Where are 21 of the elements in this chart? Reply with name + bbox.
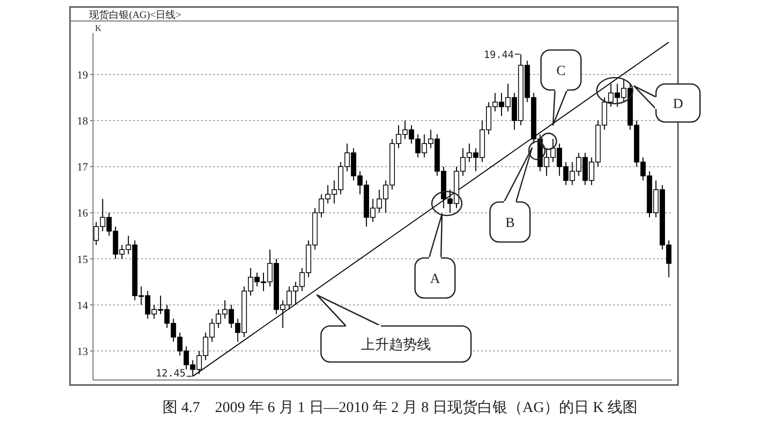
annotation: B	[505, 216, 515, 231]
y-axis-title: K	[95, 23, 102, 33]
y-tick-label: 13	[77, 346, 88, 358]
annotation: A	[430, 272, 441, 287]
y-tick-label: 19	[77, 69, 88, 82]
callout: D	[596, 76, 701, 123]
caption: 图 4.7 2009 年 6 月 1 日—2010 年 2 月 8 日现货白银（AG）的日 K 线图	[162, 399, 638, 416]
y-tick-label: 15	[77, 254, 88, 266]
y-tick-label: 14	[77, 300, 88, 312]
callout: C	[540, 49, 582, 150]
y-tick-label: 18	[77, 116, 88, 128]
chart-title: 现货白银(AG)<日线>	[89, 9, 182, 21]
callout: B	[489, 140, 546, 243]
annotation: 12.45	[156, 368, 186, 380]
y-tick-label: 17	[77, 162, 88, 174]
callout: 上升趋势线	[316, 294, 472, 363]
callout: A	[414, 190, 462, 299]
annotation: 19.44	[484, 50, 514, 62]
annotation: C	[556, 64, 566, 79]
y-tick-label: 16	[77, 208, 88, 220]
annotation: 上升趋势线	[361, 337, 431, 353]
